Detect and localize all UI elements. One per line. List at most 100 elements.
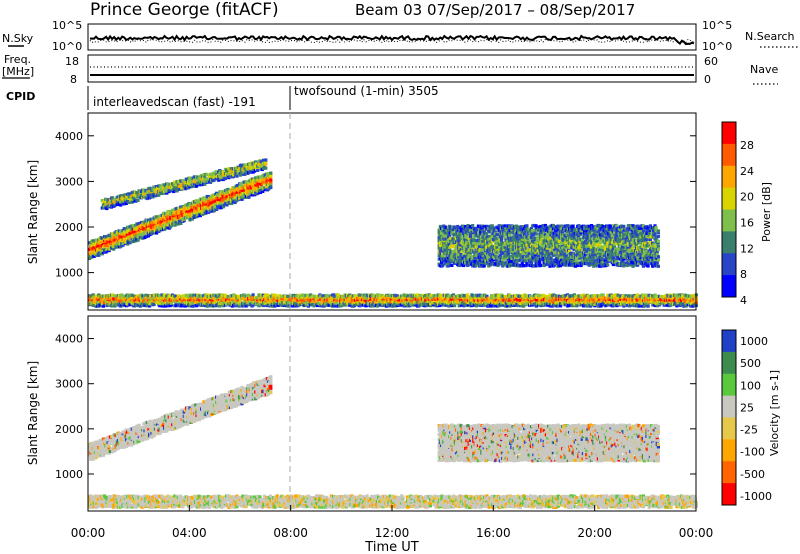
heatmap-cell	[147, 304, 152, 308]
heatmap-cell	[111, 293, 115, 297]
heatmap-cell	[474, 298, 479, 302]
heatmap-cell	[457, 253, 461, 257]
heatmap-cell	[471, 257, 475, 261]
nsearch-label: N.Search	[745, 30, 795, 43]
heatmap-cell	[213, 202, 217, 207]
heatmap-cell	[250, 184, 254, 188]
heatmap-cell	[246, 193, 250, 197]
heatmap-cell	[248, 162, 252, 166]
heatmap-cell	[205, 301, 209, 305]
heatmap-cell	[468, 229, 472, 233]
heatmap-cell	[486, 251, 490, 255]
heatmap-cell	[240, 184, 244, 188]
heatmap-cell	[174, 294, 178, 298]
heatmap-cell	[468, 251, 472, 255]
nsky-label: N.Sky	[2, 32, 34, 45]
heatmap-cell	[126, 199, 130, 203]
heatmap-cell	[111, 232, 115, 236]
heatmap-cell	[263, 295, 267, 299]
heatmap-cell	[269, 185, 273, 189]
heatmap-cell	[149, 294, 153, 298]
heatmap-cell	[465, 235, 469, 239]
heatmap-cell	[327, 303, 331, 307]
freq-tick-bottom: 8	[70, 73, 77, 86]
heatmap-cell	[449, 225, 453, 229]
heatmap-cell	[446, 264, 450, 268]
heatmap-cell	[441, 296, 445, 300]
heatmap-cell	[615, 300, 619, 304]
heatmap-cell	[274, 293, 278, 298]
heatmap-cell	[243, 299, 247, 303]
heatmap-cell	[559, 304, 563, 308]
heatmap-cell	[175, 189, 179, 193]
heatmap-cell	[459, 233, 463, 238]
freq-panel: Freq. [MHz] 18 8 60 0 Nave	[2, 53, 778, 86]
heatmap-cell	[115, 231, 119, 235]
heatmap-cell	[128, 233, 132, 237]
heatmap-cell	[482, 225, 486, 229]
heatmap-cell	[486, 235, 490, 239]
heatmap-cell	[188, 176, 192, 180]
heatmap-cell	[373, 302, 377, 306]
heatmap-cell	[451, 231, 455, 235]
heatmap-cell	[158, 304, 162, 308]
heatmap-cell	[264, 160, 268, 165]
nave-label: Nave	[750, 63, 778, 76]
heatmap-cell	[478, 245, 482, 249]
heatmap-cell	[637, 296, 641, 300]
beam-date-title: Beam 03 07/Sep/2017 – 08/Sep/2017	[355, 1, 635, 19]
heatmap-cell	[348, 303, 352, 307]
heatmap-cell	[466, 224, 470, 228]
heatmap-cell	[495, 236, 499, 240]
heatmap-cell	[259, 165, 263, 169]
heatmap-cell	[537, 296, 541, 300]
heatmap-cell	[490, 260, 494, 264]
heatmap-cell	[236, 165, 240, 169]
heatmap-cell	[136, 238, 140, 242]
heatmap-cell	[254, 176, 258, 180]
heatmap-cell	[113, 202, 117, 206]
heatmap-cell	[495, 239, 499, 243]
heatmap-cell	[336, 293, 340, 297]
heatmap-cell	[364, 298, 368, 302]
heatmap-cell	[491, 294, 495, 298]
heatmap-cell	[474, 259, 478, 263]
heatmap-cell	[162, 302, 166, 306]
heatmap-cell	[230, 201, 234, 206]
heatmap-cell	[253, 160, 257, 164]
heatmap-cell	[548, 301, 552, 305]
heatmap-cell	[179, 205, 183, 209]
heatmap-cell	[539, 294, 543, 298]
heatmap-cell	[101, 304, 105, 308]
heatmap-cell	[130, 194, 134, 198]
nsky-trace	[89, 34, 695, 46]
heatmap-cell	[202, 196, 206, 200]
heatmap-cell	[439, 249, 444, 253]
heatmap-cell	[192, 182, 196, 187]
heatmap-cell	[203, 182, 207, 186]
heatmap-cell	[126, 242, 130, 246]
heatmap-cell	[226, 192, 230, 196]
cpid-panel: CPID interleavedscan (fast) -191 twofsou…	[6, 84, 439, 110]
heatmap-cell	[487, 239, 491, 243]
heatmap-cell	[238, 299, 242, 303]
heatmap-cell	[357, 296, 361, 300]
heatmap-cell	[614, 302, 618, 306]
heatmap-cell	[157, 193, 161, 197]
heatmap-cell	[97, 293, 101, 297]
heatmap-cell	[471, 255, 475, 259]
heatmap-cell	[266, 183, 271, 187]
heatmap-cell	[161, 224, 166, 228]
heatmap-cell	[135, 191, 139, 195]
heatmap-cell	[461, 263, 465, 268]
heatmap-cell	[123, 299, 127, 303]
heatmap-cell	[129, 240, 133, 244]
heatmap-cell	[365, 296, 369, 300]
heatmap-cell	[149, 230, 153, 234]
heatmap-cell	[459, 259, 463, 263]
heatmap-cell	[109, 205, 114, 209]
heatmap-cell	[418, 293, 422, 298]
heatmap-cell	[441, 264, 445, 268]
heatmap-cell	[522, 304, 526, 308]
heatmap-cell	[453, 235, 457, 239]
